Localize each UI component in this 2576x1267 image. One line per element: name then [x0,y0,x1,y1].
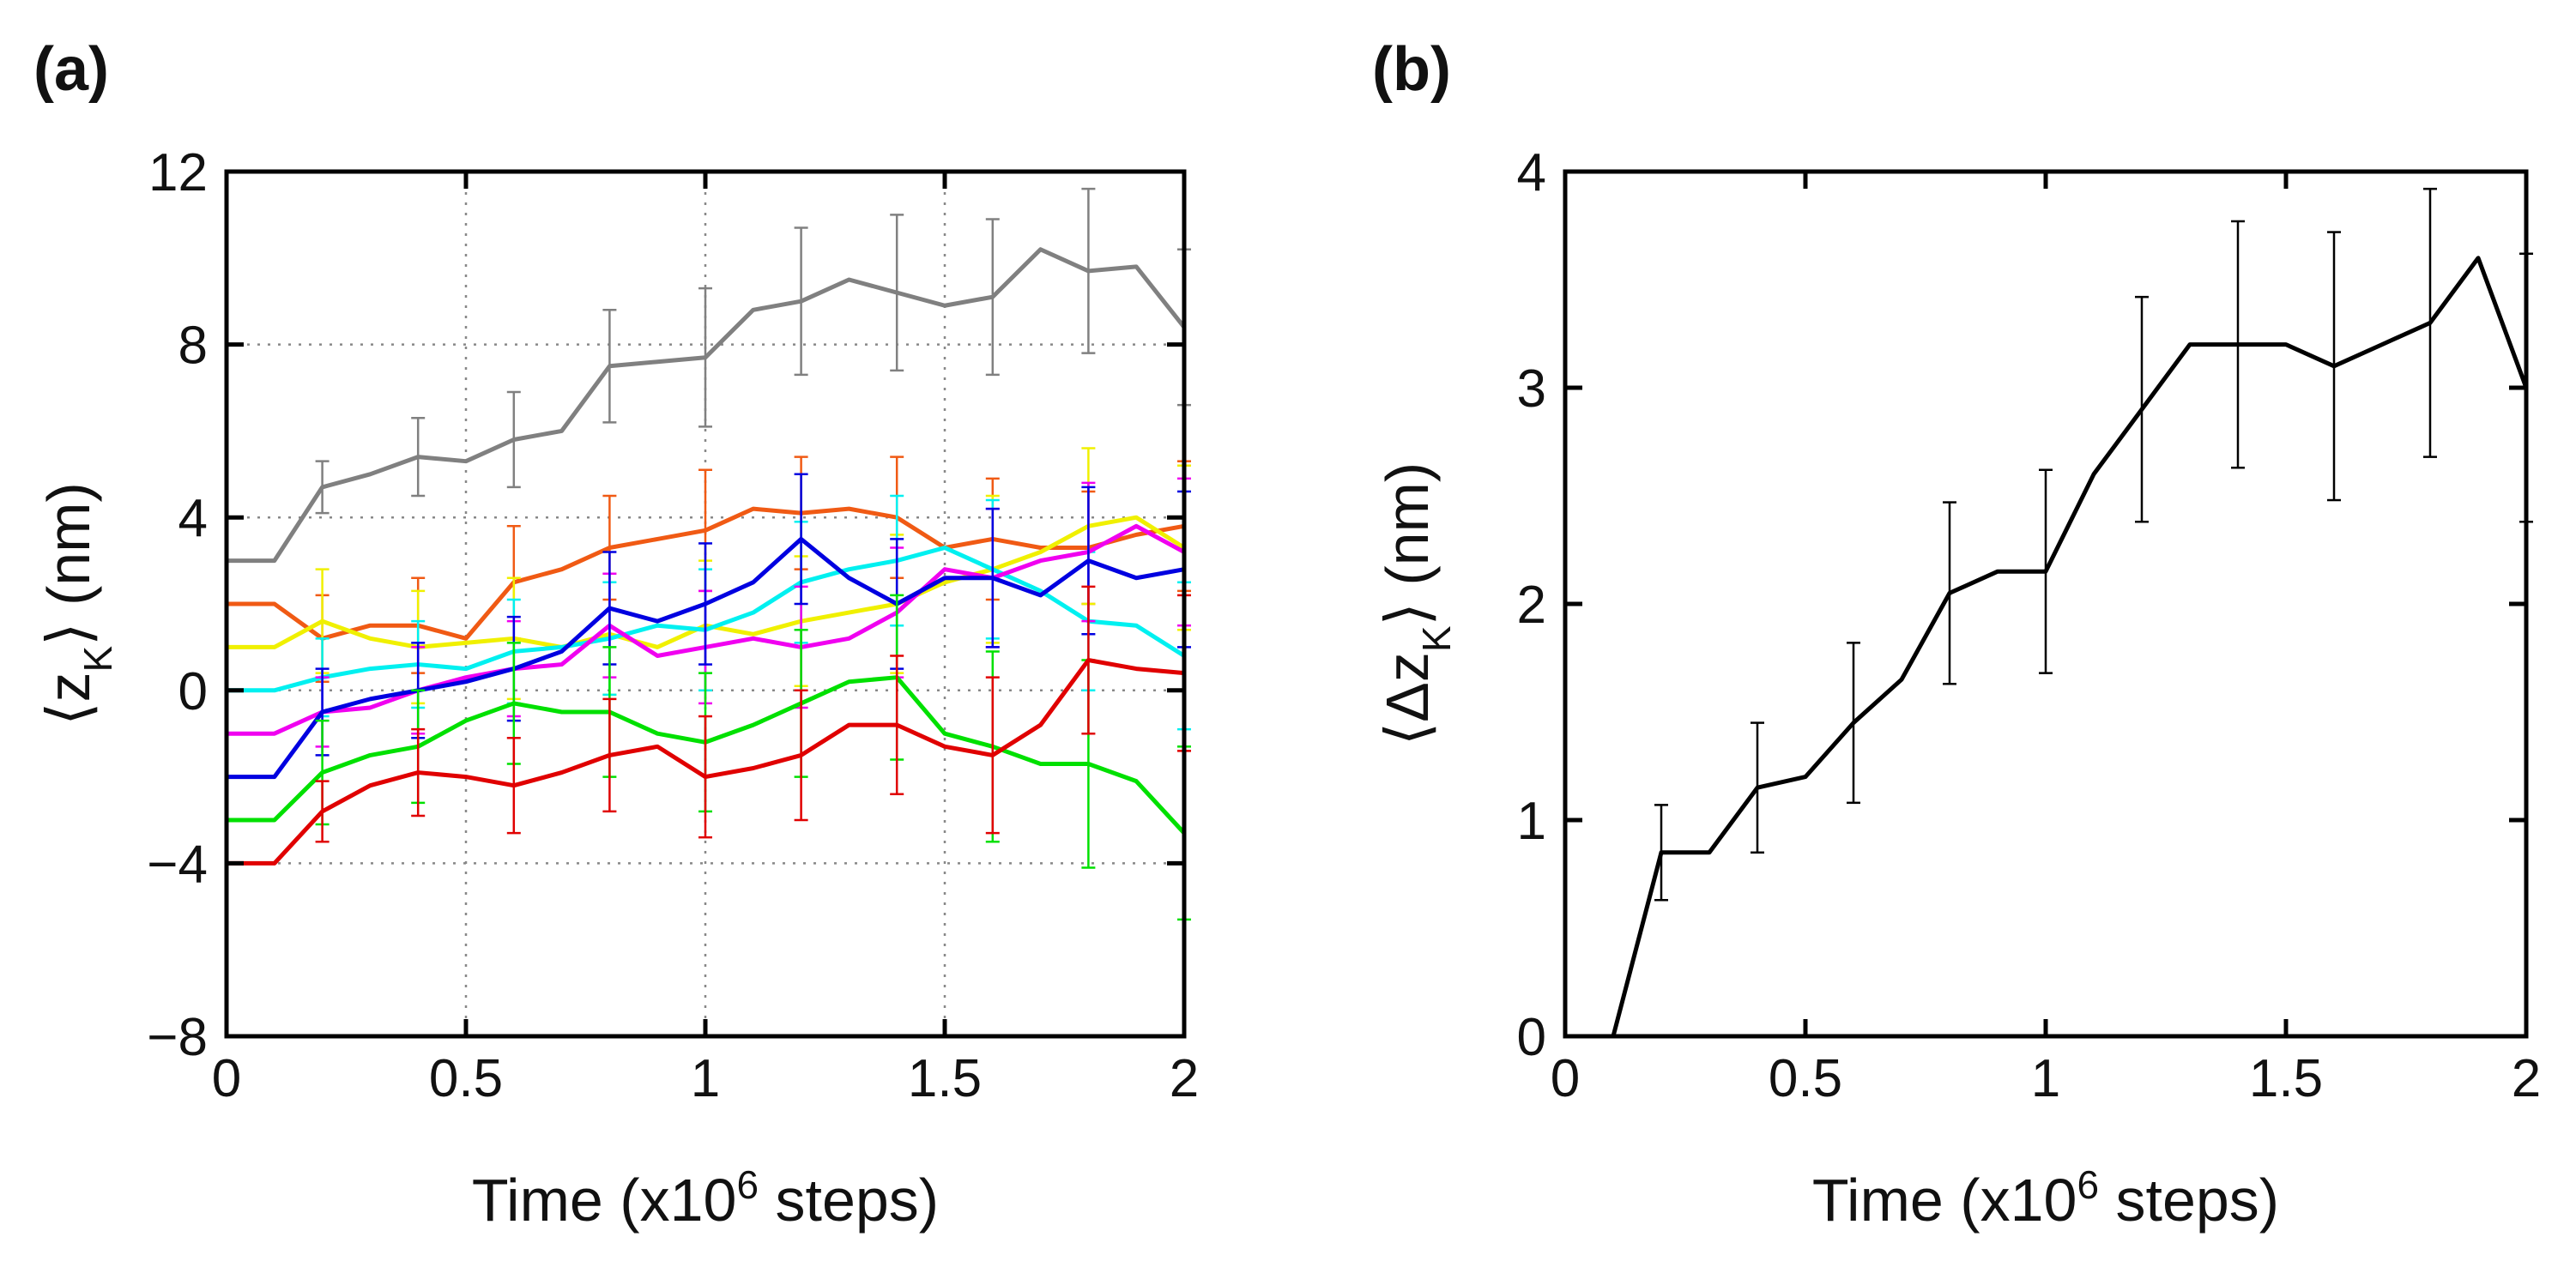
error-bar [1847,642,1860,805]
y-axis-label-part: ⟨Δz [1374,652,1441,745]
error-bar [794,689,808,822]
y-tick-label: 4 [178,489,208,548]
x-axis-label-part: 6 [2077,1162,2099,1207]
error-bar [506,390,521,489]
y-axis-label-part: K [76,646,120,673]
error-bar [985,507,1000,649]
x-tick-label: 1 [691,1049,720,1108]
error-bar [602,697,617,813]
error-bar [985,218,1000,377]
y-axis-label-part: ⟩ (nm) [1374,462,1441,626]
y-tick-label: −8 [147,1008,208,1067]
error-bar [890,655,904,796]
error-bar [506,736,521,835]
x-axis-label: Time (x106 steps) [472,1162,939,1234]
error-bar [1751,721,1764,854]
error-bar [2039,468,2053,674]
error-bar [602,309,617,424]
y-axis-label-part: ⟩ (nm) [35,482,102,646]
x-axis-label-part: Time (x10 [1812,1167,2077,1234]
error-bar [794,473,808,606]
panel-label: (a) [33,35,109,104]
error-bar [2135,295,2149,523]
error-bar [698,287,712,428]
y-tick-label: 12 [148,143,208,202]
x-tick-label: 1.5 [908,1049,982,1108]
y-axis-label-part: ⟨z [35,673,102,726]
y-tick-label: 0 [178,662,208,721]
error-bar [1081,585,1096,735]
panel-label: (b) [1372,35,1451,104]
x-tick-label: 0.5 [1769,1049,1842,1108]
x-tick-label: 0.5 [429,1049,503,1108]
error-bar [2327,231,2341,502]
error-bar [411,727,426,818]
x-tick-label: 0 [1551,1049,1580,1108]
y-axis-label: ⟨ΔzK⟩ (nm) [1374,462,1459,745]
error-bar [2423,187,2437,458]
y-tick-label: 0 [1517,1008,1546,1067]
x-tick-label: 0 [212,1049,241,1108]
x-tick-label: 2 [2512,1049,2541,1108]
error-bar [315,460,330,515]
error-bar [698,542,712,666]
error-bar [794,226,808,377]
x-tick-label: 2 [1170,1049,1199,1108]
y-tick-label: −4 [147,835,208,894]
y-tick-label: 2 [1517,576,1546,635]
x-axis-label-part: steps) [759,1167,939,1234]
x-tick-label: 1 [2031,1049,2060,1108]
y-tick-label: 1 [1517,792,1546,851]
x-axis-label: Time (x106 steps) [1812,1162,2279,1234]
error-bar [985,676,1000,835]
error-bar [890,214,904,372]
error-bar [1654,804,1668,902]
error-bar [698,715,712,839]
error-bar [411,417,426,498]
x-axis-label-part: 6 [736,1162,759,1207]
x-axis-label-part: Time (x10 [472,1167,737,1234]
error-bar [1943,501,1956,685]
x-tick-label: 1.5 [2249,1049,2323,1108]
y-tick-label: 3 [1517,359,1546,419]
error-bar [315,780,330,843]
y-tick-label: 4 [1517,143,1546,202]
y-axis-label: ⟨zK⟩ (nm) [35,482,120,726]
y-axis-label-part: K [1414,625,1459,652]
x-axis-label-part: steps) [2099,1167,2279,1234]
error-bar [2231,220,2245,469]
error-bar [1081,187,1096,354]
y-tick-label: 8 [178,317,208,376]
